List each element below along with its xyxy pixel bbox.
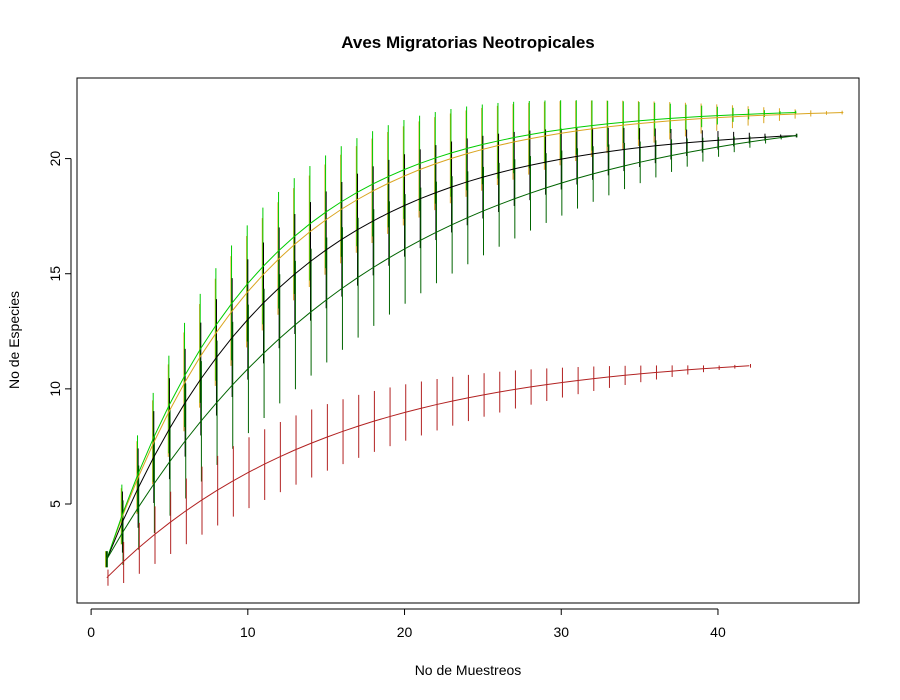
x-tick-label: 40	[710, 624, 726, 640]
x-tick-label: 0	[87, 624, 95, 640]
plot-frame	[76, 77, 860, 604]
series-line	[106, 112, 797, 560]
y-tick-label: 20	[47, 151, 63, 167]
chart-title: Aves Migratorias Neotropicales	[341, 33, 595, 52]
x-axis-label: No de Muestreos	[415, 662, 522, 678]
series-line	[106, 365, 750, 579]
series-line	[106, 135, 797, 560]
x-tick-label: 30	[553, 624, 569, 640]
x-axis: 0 10 20 30 40	[87, 608, 726, 640]
series-line	[106, 112, 844, 560]
y-tick-label: 10	[47, 381, 63, 397]
series-lines	[106, 112, 844, 579]
x-tick-label: 20	[397, 624, 413, 640]
y-tick-label: 5	[47, 500, 63, 508]
y-axis-label: No de Especies	[6, 291, 22, 389]
error-bars	[105, 100, 843, 586]
series-line	[106, 135, 797, 560]
y-axis: 5 10 15 20	[47, 151, 72, 508]
y-tick-label: 15	[47, 266, 63, 282]
x-tick-label: 10	[240, 624, 256, 640]
